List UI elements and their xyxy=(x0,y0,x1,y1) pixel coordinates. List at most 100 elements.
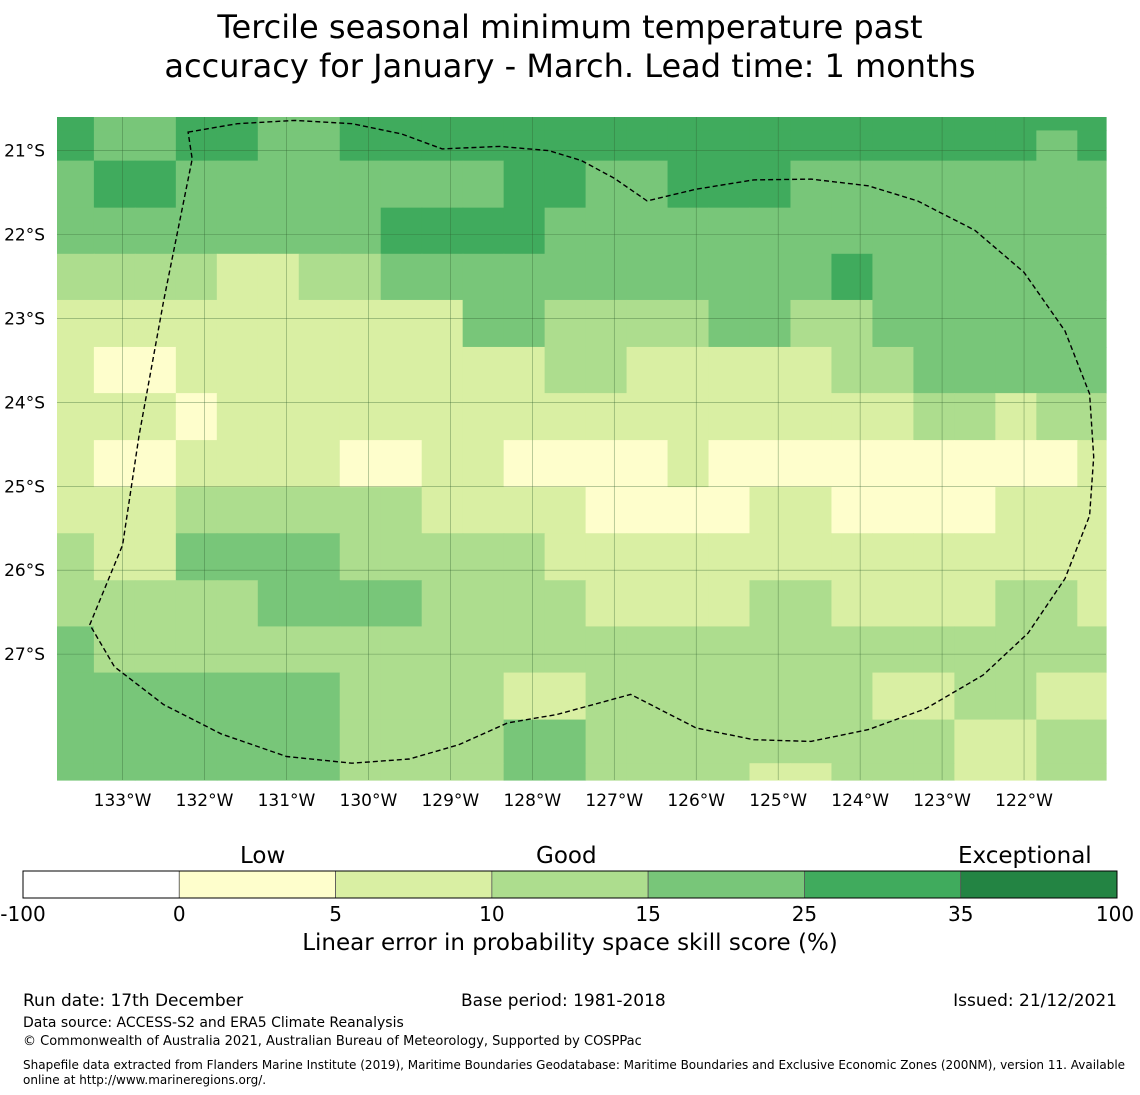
heatmap-cell xyxy=(216,440,259,488)
heatmap-cell xyxy=(1036,299,1078,348)
heatmap-cell xyxy=(216,763,259,781)
heatmap-cell xyxy=(790,580,833,628)
heatmap-cell xyxy=(913,580,955,628)
lon-tick-label: 123°W xyxy=(913,791,971,811)
heatmap-cell xyxy=(216,253,259,301)
colorbar-category-good: Good xyxy=(536,843,597,869)
heatmap-cell xyxy=(790,117,833,132)
heatmap-cell xyxy=(134,299,177,348)
heatmap-cell xyxy=(708,580,751,628)
heatmap-cell xyxy=(257,393,300,441)
heatmap-cell xyxy=(421,117,464,132)
heatmap-cell xyxy=(462,719,505,764)
heatmap-cell xyxy=(503,763,546,781)
heatmap-cell xyxy=(872,299,915,348)
heatmap-cell xyxy=(831,299,874,348)
shapefile-credit: Shapefile data extracted from Flanders M… xyxy=(23,1058,1135,1088)
heatmap-cell xyxy=(298,626,341,674)
heatmap-cell xyxy=(749,130,792,162)
heatmap-cell xyxy=(421,533,464,581)
heatmap-cell xyxy=(790,533,833,581)
lat-tick-label: 26°S xyxy=(4,561,45,581)
heatmap-cell xyxy=(749,580,792,628)
colorbar-segment xyxy=(335,870,493,899)
heatmap-cell xyxy=(1077,160,1107,209)
heatmap-cell xyxy=(995,117,1037,132)
heatmap-cell xyxy=(339,393,382,441)
heatmap-cell xyxy=(995,207,1037,255)
lon-tick-label: 127°W xyxy=(585,791,643,811)
heatmap-cell xyxy=(298,440,341,488)
heatmap-cell xyxy=(462,160,505,209)
heatmap-cell xyxy=(175,580,218,628)
copyright: © Commonwealth of Australia 2021, Austra… xyxy=(23,1034,642,1049)
heatmap-cell xyxy=(380,763,423,781)
chart-title: Tercile seasonal minimum temperature pas… xyxy=(0,8,1140,86)
heatmap-cell xyxy=(749,393,792,441)
heatmap-cell xyxy=(93,253,136,301)
colorbar-tick-label: -100 xyxy=(0,902,46,926)
heatmap-cell xyxy=(1077,117,1107,132)
heatmap-cell xyxy=(216,672,259,721)
heatmap-cell xyxy=(57,117,95,132)
heatmap-cell xyxy=(298,207,341,255)
heatmap-cell xyxy=(790,763,833,781)
heatmap-cell xyxy=(626,117,669,132)
heatmap-cell xyxy=(790,672,833,721)
heatmap-cell xyxy=(954,117,996,132)
heatmap-cell xyxy=(544,130,587,162)
heatmap-cell xyxy=(1036,533,1078,581)
heatmap-cell xyxy=(954,130,996,162)
heatmap-cell xyxy=(544,299,587,348)
heatmap-cell xyxy=(995,299,1037,348)
heatmap-cell xyxy=(544,117,587,132)
heatmap-cell xyxy=(913,160,955,209)
heatmap-cell xyxy=(667,626,710,674)
heatmap-cell xyxy=(57,763,95,781)
heatmap-cell xyxy=(421,626,464,674)
heatmap-cell xyxy=(1036,207,1078,255)
heatmap-cell xyxy=(421,580,464,628)
heatmap-cell xyxy=(298,672,341,721)
heatmap-cell xyxy=(667,160,710,209)
heatmap-cell xyxy=(749,533,792,581)
heatmap-cell xyxy=(298,130,341,162)
heatmap-cell xyxy=(954,719,996,764)
colorbar-tick-label: 15 xyxy=(635,902,661,926)
heatmap-cell xyxy=(708,346,751,394)
heatmap-cell xyxy=(667,763,710,781)
heatmap-cell xyxy=(667,672,710,721)
heatmap-cell xyxy=(1036,393,1078,441)
heatmap-cell xyxy=(421,672,464,721)
heatmap-cell xyxy=(585,763,628,781)
heatmap-cell xyxy=(175,533,218,581)
heatmap-cell xyxy=(872,533,915,581)
heatmap-cell xyxy=(954,299,996,348)
heatmap-cell xyxy=(544,672,587,721)
heatmap-cell xyxy=(216,626,259,674)
heatmap-cell xyxy=(175,393,218,441)
heatmap-cell xyxy=(462,299,505,348)
lon-tick-label: 130°W xyxy=(340,791,398,811)
heatmap-cell xyxy=(749,346,792,394)
heatmap-cell xyxy=(216,393,259,441)
heatmap-cell xyxy=(421,299,464,348)
lat-tick-label: 21°S xyxy=(4,142,45,162)
heatmap-cell xyxy=(585,719,628,764)
heatmap-cell xyxy=(872,130,915,162)
heatmap-cell xyxy=(257,207,300,255)
lat-tick-label: 22°S xyxy=(4,225,45,245)
heatmap-cell xyxy=(1077,580,1107,628)
heatmap-cell xyxy=(995,160,1037,209)
heatmap-cell xyxy=(913,130,955,162)
heatmap-cell xyxy=(380,580,423,628)
base-period: Base period: 1981-2018 xyxy=(461,991,666,1011)
heatmap-cell xyxy=(708,763,751,781)
heatmap-cell xyxy=(216,130,259,162)
heatmap-cell xyxy=(339,487,382,534)
heatmap-cell xyxy=(339,719,382,764)
heatmap-cell xyxy=(503,533,546,581)
heatmap-cell xyxy=(831,117,874,132)
heatmap-cell xyxy=(380,626,423,674)
heatmap-cell xyxy=(954,763,996,781)
